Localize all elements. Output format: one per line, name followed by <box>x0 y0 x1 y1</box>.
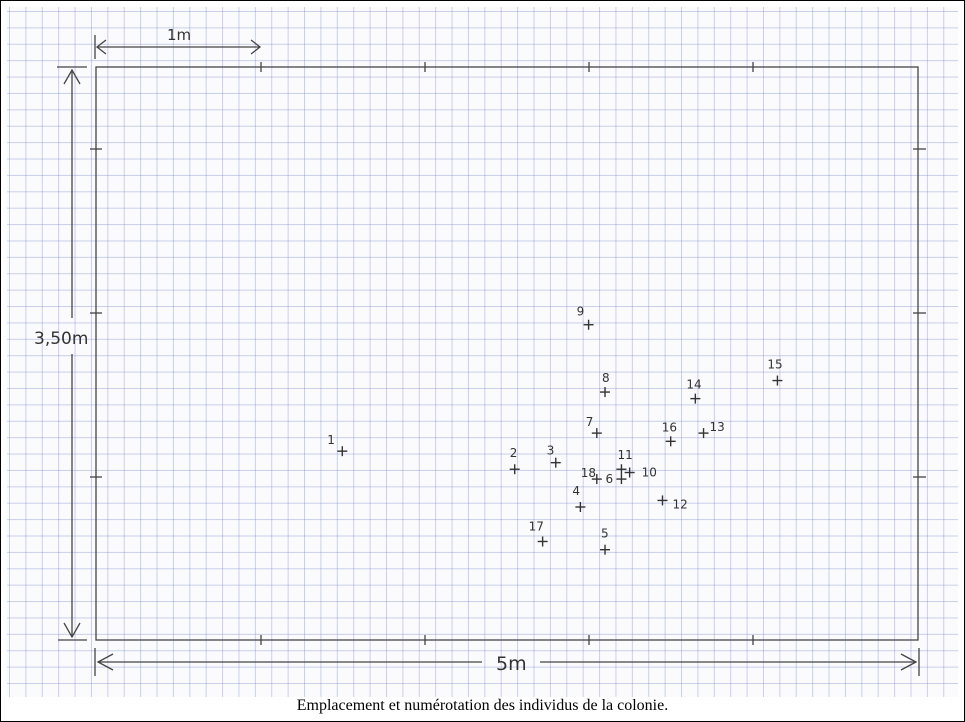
individual-number: 9 <box>577 305 585 319</box>
individual-number: 1 <box>327 433 335 447</box>
individual-marker: 13 <box>698 420 725 439</box>
individual-marker: 2 <box>509 446 520 475</box>
individual-marker: 6 <box>605 472 627 486</box>
individual-marker: 16 <box>662 420 677 447</box>
scale-bar <box>94 35 262 59</box>
figure-caption: Emplacement et numérotation des individu… <box>296 697 669 714</box>
graph-paper <box>7 7 958 697</box>
individual-number: 14 <box>686 378 701 392</box>
individual-marker: 12 <box>657 495 688 511</box>
individual-number: 8 <box>602 371 610 385</box>
individual-number: 15 <box>767 358 782 372</box>
scale-label: 1m <box>167 26 191 44</box>
individual-marker: 7 <box>586 415 602 439</box>
individual-number: 2 <box>510 446 518 460</box>
individual-number: 11 <box>617 448 632 462</box>
individual-number: 12 <box>672 497 687 511</box>
individual-marker: 8 <box>600 371 611 398</box>
top-ticks <box>260 62 754 72</box>
plot-boundary <box>95 66 919 641</box>
individual-number: 16 <box>662 420 677 434</box>
individual-marker: 17 <box>529 519 548 547</box>
individual-marker: 14 <box>686 378 702 404</box>
width-dimension-arrow <box>94 648 920 676</box>
individual-marker: 1 <box>327 433 348 457</box>
individual-number: 7 <box>586 415 594 429</box>
bottom-ticks <box>260 635 754 645</box>
individual-number: 17 <box>529 519 544 533</box>
individual-number: 6 <box>605 472 613 486</box>
individual-marker: 10 <box>624 466 657 480</box>
individual-number: 13 <box>710 420 725 434</box>
left-ticks <box>90 148 102 478</box>
individual-number: 3 <box>547 444 555 458</box>
individual-marker: 11 <box>616 448 633 475</box>
individual-marker: 15 <box>767 358 783 386</box>
width-label: 5m <box>496 653 527 675</box>
individual-marker: 5 <box>600 527 611 555</box>
individual-marker: 3 <box>547 444 561 468</box>
individual-marker: 18 <box>581 466 602 485</box>
individual-number: 5 <box>601 527 609 541</box>
height-dimension-arrow <box>57 66 87 641</box>
individual-marker: 4 <box>572 484 586 512</box>
individual-number: 4 <box>572 484 580 498</box>
individual-marker: 9 <box>577 305 594 330</box>
individual-number: 10 <box>642 466 657 480</box>
height-label: 3,50m <box>34 329 88 349</box>
right-ticks <box>913 148 926 478</box>
individual-number: 18 <box>581 466 596 480</box>
